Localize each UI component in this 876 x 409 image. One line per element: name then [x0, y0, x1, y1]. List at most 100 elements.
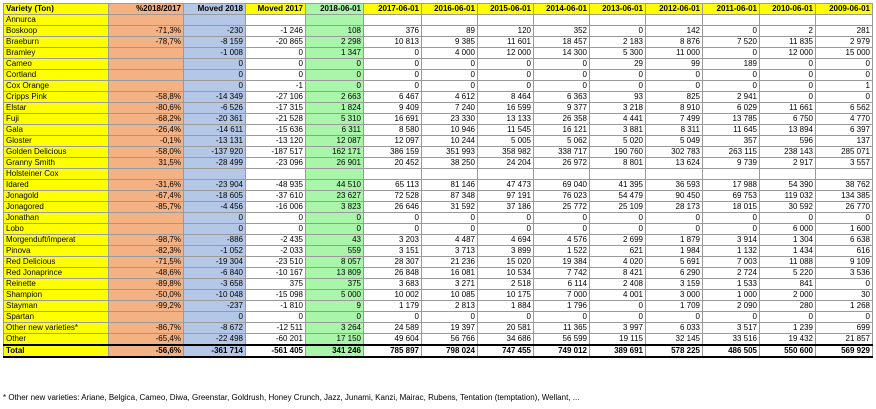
table-cell: 0 — [305, 58, 364, 70]
table-row: Granny Smith 31,5% -28 499 -23 096 26 901 20 … — [3, 157, 873, 169]
table-cell: 3 000 — [645, 289, 703, 301]
column-header: Moved 2018 — [183, 3, 246, 15]
table-cell: -6 526 — [183, 102, 246, 114]
table-cell: 49 604 — [363, 333, 422, 346]
table-cell: 2 724 — [702, 267, 760, 279]
table-cell: 0 — [589, 69, 646, 81]
table-cell: 23 627 — [305, 190, 364, 202]
table-cell: 5 062 — [533, 135, 590, 147]
table-cell: 0 — [421, 80, 478, 92]
table-cell: 0 — [183, 311, 246, 323]
table-cell: 596 — [759, 135, 816, 147]
table-cell: -67,4% — [108, 190, 184, 202]
table-cell: 25 772 — [533, 201, 590, 213]
table-cell: -1 810 — [245, 300, 306, 312]
table-cell: 38 250 — [421, 157, 478, 169]
table-cell: 28 307 — [363, 256, 422, 268]
table-cell: 4 001 — [589, 289, 646, 301]
table-cell: 0 — [702, 47, 760, 59]
variety-cell: Fuji — [3, 113, 109, 125]
table-cell: 0 — [421, 58, 478, 70]
table-cell: 108 — [305, 25, 364, 37]
table-cell: -31,6% — [108, 179, 184, 191]
table-cell: 69 040 — [533, 179, 590, 191]
table-cell: 34 686 — [477, 333, 534, 346]
table-cell: -37 610 — [245, 190, 306, 202]
variety-cell: Braeburn — [3, 36, 109, 48]
table-cell: 375 — [305, 278, 364, 290]
table-cell: -14 349 — [183, 91, 246, 103]
table-cell: 4 612 — [421, 91, 478, 103]
table-cell: -23 510 — [245, 256, 306, 268]
table-cell: 798 024 — [421, 344, 478, 358]
table-cell: 8 876 — [645, 36, 703, 48]
table-cell: 11 645 — [702, 124, 760, 136]
table-cell: 1 304 — [759, 234, 816, 246]
table-cell: 0 — [421, 69, 478, 81]
table-cell — [183, 168, 246, 180]
column-header: %2018/2017 — [108, 3, 184, 15]
table-cell — [108, 47, 184, 59]
table-cell: 0 — [363, 311, 422, 323]
table-cell: 386 159 — [363, 146, 422, 158]
table-cell: -99,2% — [108, 300, 184, 312]
table-cell: 699 — [815, 322, 873, 334]
table-cell: -60 201 — [245, 333, 306, 346]
table-cell — [589, 14, 646, 26]
table-row: Braeburn -78,7% -8 159 -20 865 2 298 10 813 9 … — [3, 36, 873, 48]
table-cell: 2 699 — [589, 234, 646, 246]
table-cell: 825 — [645, 91, 703, 103]
table-cell: 17 150 — [305, 333, 364, 346]
table-cell: -886 — [183, 234, 246, 246]
table-cell: 0 — [759, 212, 816, 224]
table-cell: 24 589 — [363, 322, 422, 334]
table-cell: 142 — [645, 25, 703, 37]
table-cell: 13 809 — [305, 267, 364, 279]
table-cell: 841 — [759, 278, 816, 290]
table-cell: 6 397 — [815, 124, 873, 136]
table-cell: 2 000 — [759, 289, 816, 301]
table-cell: -58,0% — [108, 146, 184, 158]
column-header: 2013-06-01 — [589, 3, 646, 15]
table-cell: 0 — [421, 223, 478, 235]
variety-cell: Lobo — [3, 223, 109, 235]
table-cell: 1 434 — [759, 245, 816, 257]
table-cell: 281 — [815, 25, 873, 37]
table-cell: 65 113 — [363, 179, 422, 191]
table-cell: 4 000 — [421, 47, 478, 59]
table-cell: -0,1% — [108, 135, 184, 147]
table-row: Morgenduft/imperat -98,7% -886 -2 435 43 3 20… — [3, 234, 873, 246]
table-cell: 0 — [589, 25, 646, 37]
table-cell: -68,2% — [108, 113, 184, 125]
table-cell: 3 557 — [815, 157, 873, 169]
table-cell: 3 159 — [645, 278, 703, 290]
column-header: 2016-06-01 — [421, 3, 478, 15]
table-cell: 4 770 — [815, 113, 873, 125]
table-cell: 7 520 — [702, 36, 760, 48]
table-cell: 3 264 — [305, 322, 364, 334]
table-cell: 0 — [363, 58, 422, 70]
footnote: * Other new varieties: Ariane, Belgica, … — [3, 393, 580, 402]
table-cell — [815, 168, 873, 180]
column-header: 2014-06-01 — [533, 3, 590, 15]
table-cell: -89,8% — [108, 278, 184, 290]
table-cell: 12 097 — [363, 135, 422, 147]
column-header: 2017-06-01 — [363, 3, 422, 15]
table-cell: 3 151 — [363, 245, 422, 257]
table-cell: -27 106 — [245, 91, 306, 103]
table-cell: 15 020 — [477, 256, 534, 268]
table-cell — [245, 168, 306, 180]
table-cell: 10 002 — [363, 289, 422, 301]
table-cell: -230 — [183, 25, 246, 37]
table-cell: 14 300 — [533, 47, 590, 59]
table-cell: 0 — [589, 80, 646, 92]
table-cell: 5 300 — [589, 47, 646, 59]
table-cell — [108, 69, 184, 81]
table-cell: 0 — [421, 311, 478, 323]
table-cell: 338 717 — [533, 146, 590, 158]
table-cell: 25 109 — [589, 201, 646, 213]
table-cell: 1 884 — [477, 300, 534, 312]
table-row: Holsteiner Cox — [3, 168, 873, 180]
table-row: Reinette -89,8% -3 658 375 375 3 683 3 271 2 51… — [3, 278, 873, 290]
table-cell: -19 304 — [183, 256, 246, 268]
